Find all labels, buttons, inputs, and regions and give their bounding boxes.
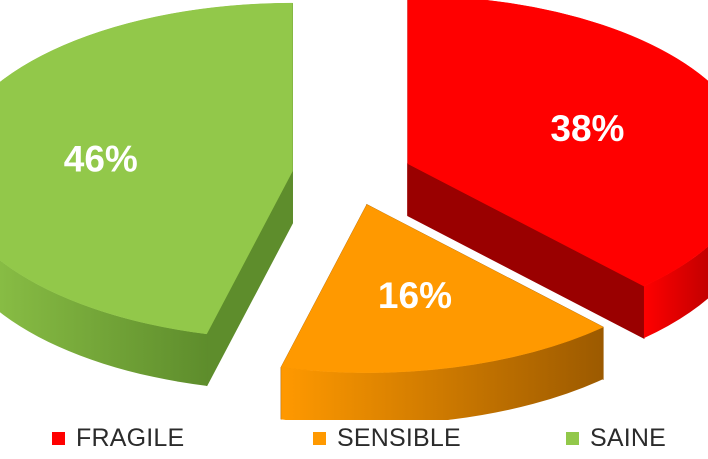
slice-side-sensible: [281, 327, 604, 420]
legend-item-fragile: FRAGILE: [52, 424, 184, 453]
legend: FRAGILE SENSIBLE SAINE: [0, 424, 708, 458]
data-label-fragile: 38%: [550, 108, 624, 149]
data-label-saine: 46%: [64, 138, 138, 179]
legend-label-saine: SAINE: [590, 424, 667, 452]
slice-fragile: [407, 0, 708, 287]
slice-sensible: [280, 204, 604, 373]
slice-side-fragile: [643, 246, 708, 339]
legend-item-sensible: SENSIBLE: [313, 424, 461, 453]
legend-swatch-saine: [566, 432, 579, 445]
data-label-sensible: 16%: [378, 275, 452, 316]
legend-label-fragile: FRAGILE: [76, 424, 185, 452]
slice-labels: 38% 16% 46%: [64, 108, 625, 316]
legend-label-sensible: SENSIBLE: [337, 424, 461, 452]
slice-saine: [0, 2, 293, 335]
legend-item-saine: SAINE: [566, 424, 666, 453]
legend-swatch-sensible: [313, 432, 326, 445]
legend-swatch-fragile: [52, 432, 65, 445]
slice-tops: [0, 0, 708, 373]
pie-chart: 38% 16% 46%: [0, 0, 708, 420]
